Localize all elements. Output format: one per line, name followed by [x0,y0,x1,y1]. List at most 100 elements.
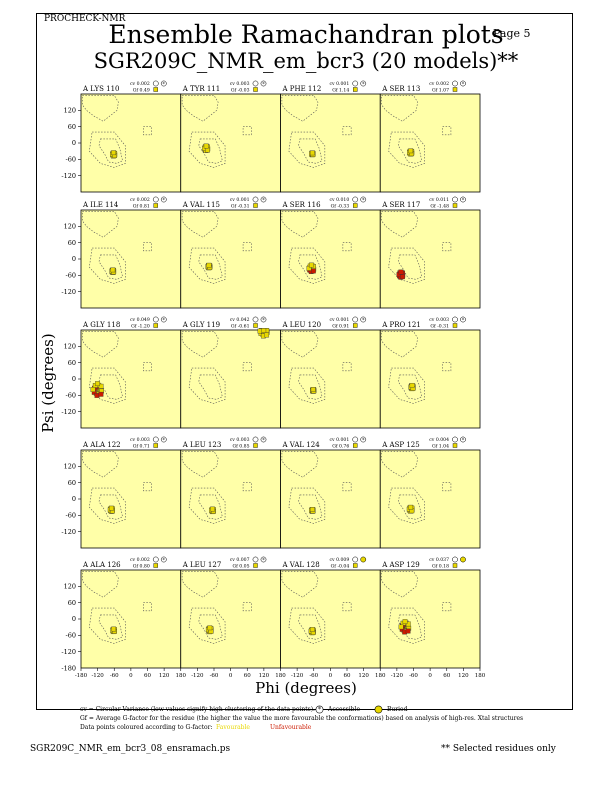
panel-background [280,329,381,429]
allowed-region-2 [288,367,326,404]
gf-value: Gf -0.31 [231,204,250,210]
help-icon [352,80,359,87]
allowed-region-3 [242,602,252,612]
y-tick-label: 120 [64,463,76,471]
gf-value: Gf 0.49 [133,88,150,94]
residue-label: A GLY 118 [82,321,120,329]
cv-value: cv 0.003 [429,317,449,323]
y-tick-label: 60 [68,479,76,487]
allowed-region-2 [88,131,126,168]
y-tick-label: -60 [66,392,76,400]
allowed-region-1 [397,374,423,400]
x-tick-label: -60 [409,673,418,679]
allowed-region-0 [381,451,418,478]
allowed-region-1 [98,138,123,164]
allowed-region-0 [181,571,219,598]
residue-label: A ASP 129 [381,561,419,569]
data-point [95,381,100,386]
legend-accessible: Accessible [328,706,360,713]
allowed-region-1 [298,494,323,520]
panel-background [180,569,281,669]
allowed-region-1 [298,138,323,164]
allowed-region-0 [381,95,418,122]
x-tick-label: 120 [259,673,270,679]
gf-value: Gf 0.05 [232,564,249,570]
data-point [94,393,100,398]
gf-colour-swatch [353,443,358,448]
panel-background [379,209,481,309]
allowed-region-0 [281,451,319,478]
y-tick-label-bottom: -180 [61,665,76,673]
allowed-region-3 [143,126,152,136]
data-point [206,262,212,268]
allowed-region-0 [82,95,119,122]
gf-value: Gf -0.04 [331,564,350,570]
accessible-icon [360,196,367,203]
y-tick-label: 0 [72,255,76,263]
panel-background [379,329,481,429]
help-icon [452,556,458,563]
y-tick-label: 120 [64,107,76,115]
help-icon [152,196,159,203]
data-point [306,265,312,271]
x-tick-label: -120 [91,673,104,679]
gf-colour-swatch [153,563,158,568]
residue-label: A GLY 119 [182,321,220,329]
legend-unfavourable: Unfavourable [270,724,312,731]
accessible-star: * [262,558,265,564]
y-tick-label: -120 [61,528,76,536]
accessible-star: * [362,82,365,88]
cv-value: cv 0.002 [429,81,449,87]
data-point [205,147,210,153]
allowed-region-2 [288,131,326,168]
residue-label: A ALA 126 [82,561,121,569]
x-tick-label: 120 [458,673,469,679]
allowed-region-2 [388,367,425,404]
cv-value: cv 0.001 [329,437,349,443]
help-icon [252,196,259,203]
residue-label: A VAL 115 [182,201,220,209]
x-tick-label: 60 [144,673,151,679]
gf-value: Gf 0.76 [332,444,349,450]
allowed-region-0 [82,451,119,478]
allowed-region-3 [342,602,352,612]
allowed-region-3 [242,126,252,136]
accessible-icon [160,556,167,563]
allowed-region-2 [188,131,226,168]
accessible-star: * [462,318,465,324]
gf-value: Gf 1.14 [332,88,349,94]
gf-value: Gf 0.80 [133,564,150,570]
residue-label: A ASP 125 [381,441,419,449]
residue-label: A PHE 112 [282,85,322,93]
help-icon [352,316,359,323]
allowed-region-1 [397,254,423,280]
accessible-icon [260,316,267,323]
allowed-region-0 [82,331,119,358]
residue-label: A LYS 110 [82,85,119,93]
allowed-region-1 [98,254,123,280]
allowed-region-2 [388,131,425,168]
panel-background [180,329,281,429]
accessible-star: * [262,438,265,444]
allowed-region-3 [143,482,152,492]
data-point [309,150,315,156]
accessible-icon [260,196,267,203]
y-tick-label: 60 [68,123,76,131]
data-point [398,624,404,630]
residue-label: A SER 116 [282,201,322,209]
allowed-region-0 [381,571,418,598]
residue-label: A SER 117 [381,201,420,209]
help-icon [452,316,458,323]
x-tick-label: 180 [176,673,187,679]
allowed-region-3 [242,242,252,252]
allowed-region-2 [88,247,126,284]
panel-background [180,449,281,549]
x-tick-label: 120 [358,673,369,679]
cv-value: cv 0.001 [329,317,349,323]
x-tick-label: -120 [291,673,304,679]
accessible-star: * [163,438,166,444]
residue-label: A ILE 114 [82,201,119,209]
